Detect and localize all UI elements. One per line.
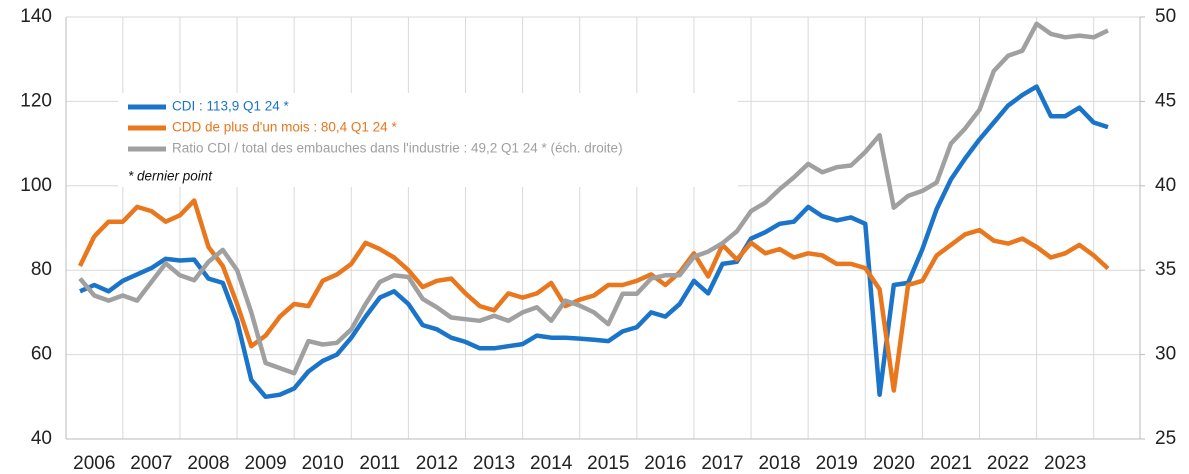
y-tick-label: 80: [31, 259, 52, 280]
y2-tick-label: 25: [1155, 428, 1176, 449]
x-tick-label: 2010: [302, 453, 344, 474]
x-tick-label: 2019: [816, 453, 858, 474]
annotation: * dernier point: [128, 169, 213, 184]
x-tick-label: 2011: [359, 453, 400, 474]
y-tick-label: 100: [20, 175, 52, 196]
x-tick-label: 2014: [530, 453, 573, 474]
series-line: [77, 198, 1110, 393]
y-tick-label: 140: [20, 6, 52, 27]
series-line: [78, 21, 1109, 376]
x-tick-label: 2013: [473, 453, 515, 474]
legend-label: Ratio CDI / total des embauches dans l'i…: [172, 141, 623, 156]
x-tick-label: 2007: [130, 453, 172, 474]
x-tick-label: 2021: [930, 453, 972, 474]
legend-label: CDD de plus d'un mois : 80,4 Q1 24 *: [172, 120, 397, 135]
x-tick-label: 2017: [701, 453, 743, 474]
x-tick-label: 2023: [1044, 453, 1086, 474]
x-tick-label: 2012: [416, 453, 458, 474]
x-tick-label: 2022: [987, 453, 1029, 474]
y2-tick-label: 30: [1155, 344, 1176, 365]
y2-tick-label: 40: [1155, 175, 1176, 196]
grid: [66, 16, 1140, 440]
y2-tick-label: 45: [1155, 90, 1176, 111]
x-tick-label: 2020: [873, 453, 915, 474]
x-tick-label: 2009: [244, 453, 286, 474]
x-tick-label: 2018: [758, 453, 800, 474]
x-tick-label: 2006: [73, 453, 115, 474]
y2-tick-label: 35: [1155, 259, 1176, 280]
y-tick-label: 40: [31, 428, 52, 449]
x-tick-label: 2016: [644, 453, 686, 474]
x-tick-label: 2015: [587, 453, 629, 474]
series-line: [79, 84, 1109, 400]
x-tick-label: 2008: [187, 453, 229, 474]
legend-label: CDI : 113,9 Q1 24 *: [172, 99, 290, 114]
y2-tick-label: 50: [1155, 6, 1176, 27]
y-tick-label: 60: [31, 344, 52, 365]
y-tick-label: 120: [20, 90, 52, 111]
legend-box: [118, 93, 738, 187]
